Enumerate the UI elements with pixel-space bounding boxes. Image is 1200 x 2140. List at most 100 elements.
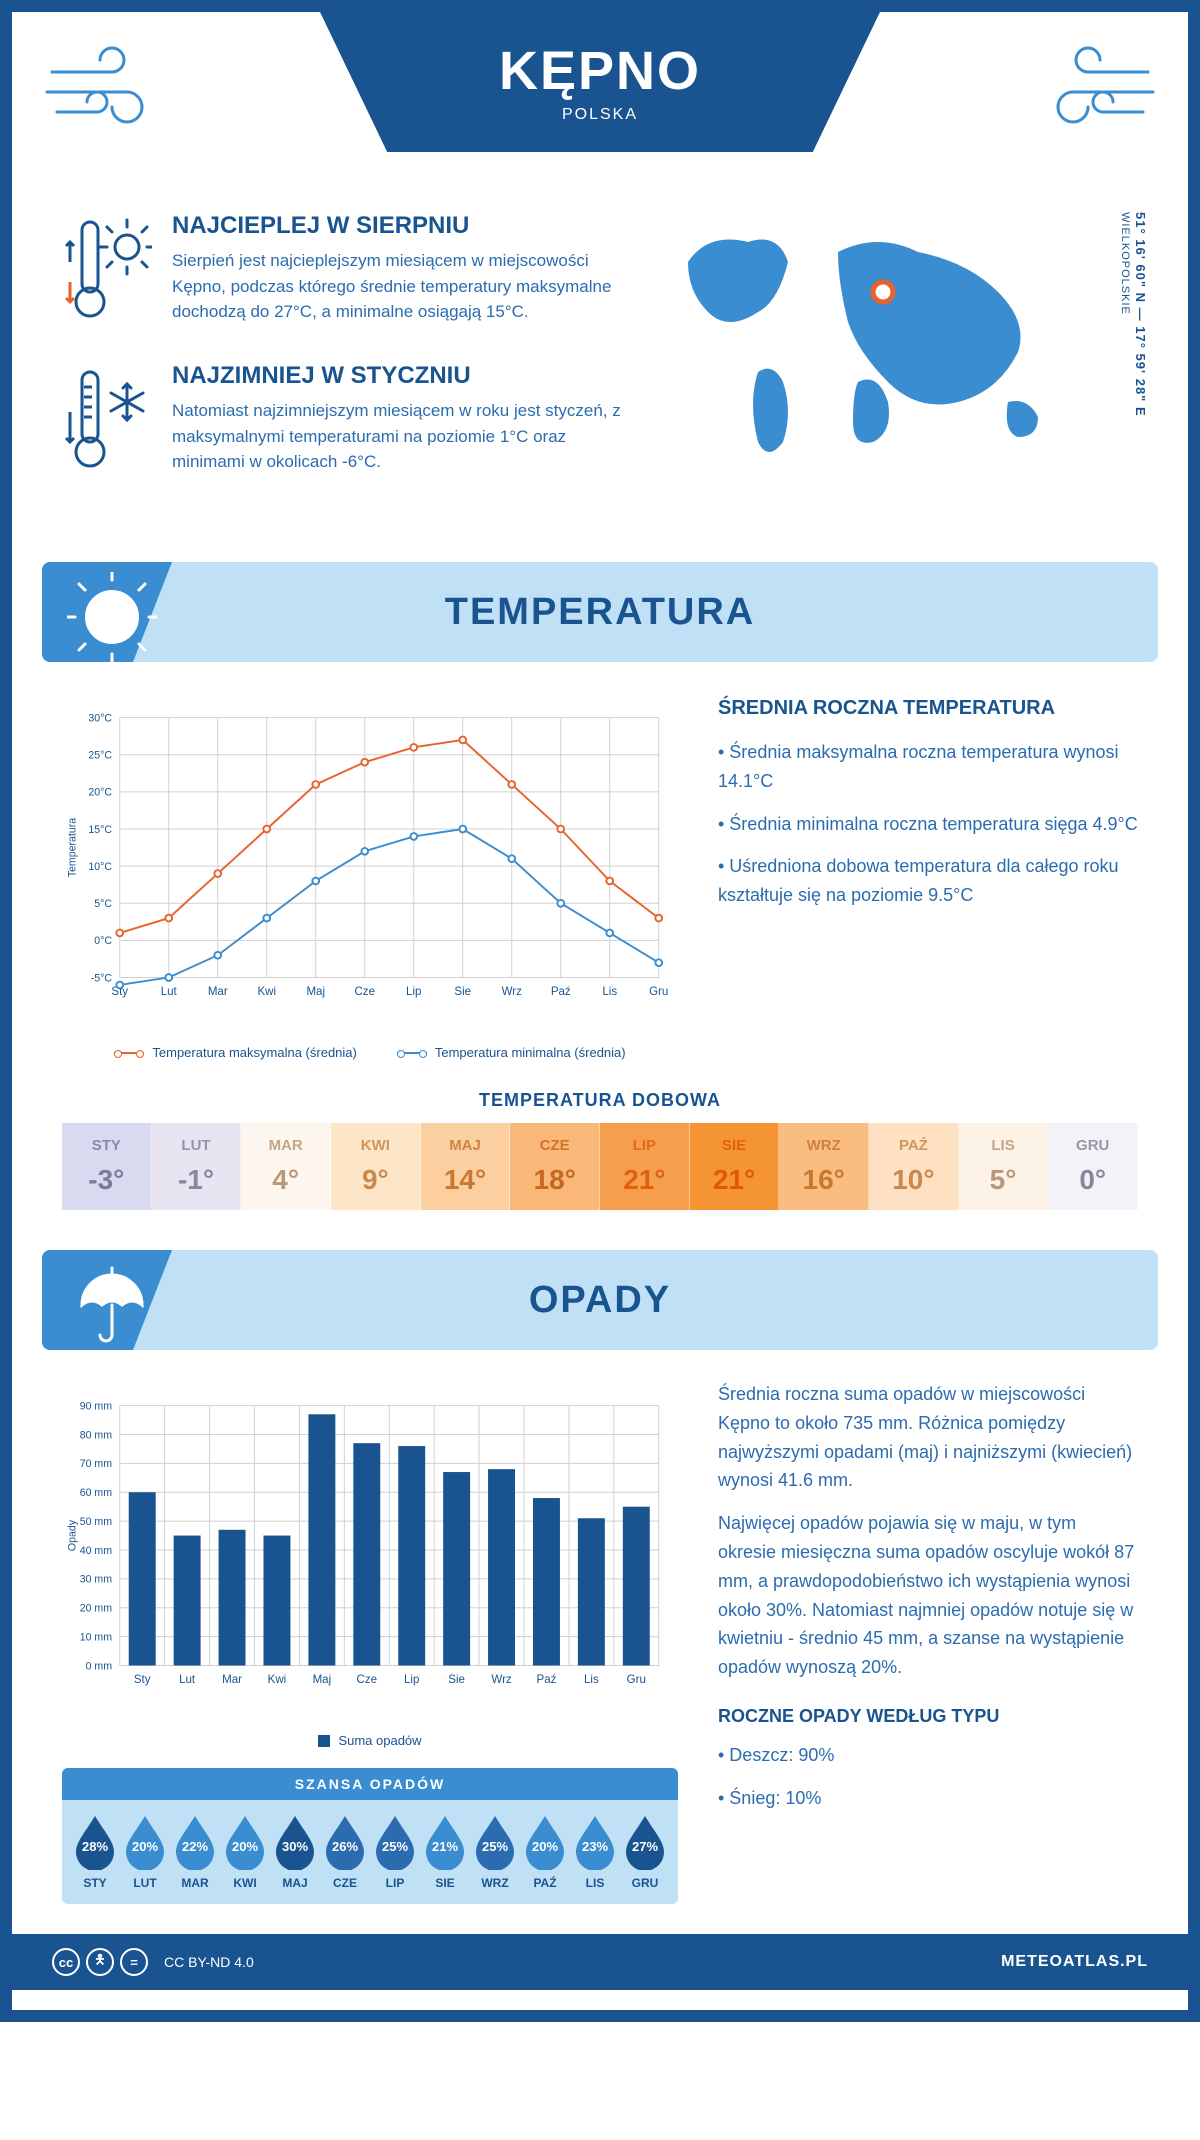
svg-text:10 mm: 10 mm: [80, 1631, 113, 1643]
drop-icon: 27%: [622, 1814, 668, 1870]
cc-icon: cc: [52, 1948, 80, 1976]
drop-pct: 25%: [382, 1839, 408, 1854]
footer: cc 🯅 = CC BY-ND 4.0 METEOATLAS.PL: [12, 1934, 1188, 1990]
drop-pct: 20%: [232, 1839, 258, 1854]
svg-text:Wrz: Wrz: [491, 1674, 512, 1686]
daily-temp: 21°: [690, 1164, 779, 1196]
drop-icon: 23%: [572, 1814, 618, 1870]
temp-bullet: • Średnia maksymalna roczna temperatura …: [718, 738, 1138, 796]
temp-chart: -5°C0°C5°C10°C15°C20°C25°C30°CStyLutMarK…: [62, 692, 678, 1060]
daily-cell: LIP 21°: [600, 1123, 690, 1210]
svg-text:20°C: 20°C: [88, 787, 112, 799]
drop-month: GRU: [620, 1876, 670, 1890]
svg-text:Paź: Paź: [537, 1674, 557, 1686]
drop-pct: 30%: [282, 1839, 308, 1854]
wind-icon: [42, 42, 182, 132]
drop-month: PAŹ: [520, 1876, 570, 1890]
temp-legend: Temperatura maksymalna (średnia)Temperat…: [62, 1045, 678, 1060]
daily-month: MAR: [241, 1137, 330, 1154]
daily-month: GRU: [1048, 1137, 1137, 1154]
legend-item: Temperatura maksymalna (średnia): [114, 1045, 356, 1060]
drop-icon: 28%: [72, 1814, 118, 1870]
svg-text:Maj: Maj: [313, 1674, 332, 1686]
precip-legend-label: Suma opadów: [338, 1733, 421, 1748]
daily-temp: -1°: [152, 1164, 241, 1196]
svg-text:Mar: Mar: [222, 1674, 242, 1686]
chance-box: SZANSA OPADÓW 28% STY 20% LUT 22% MAR 20…: [62, 1768, 678, 1904]
svg-text:Sty: Sty: [134, 1674, 151, 1686]
drop-cell: 22% MAR: [170, 1814, 220, 1890]
cold-fact: NAJZIMNIEJ W STYCZNIU Natomiast najzimni…: [62, 362, 628, 482]
drop-icon: 30%: [272, 1814, 318, 1870]
temp-side-text: ŚREDNIA ROCZNA TEMPERATURA • Średnia mak…: [718, 692, 1138, 1060]
drop-pct: 25%: [482, 1839, 508, 1854]
svg-text:Kwi: Kwi: [257, 986, 276, 998]
legend-swatch: [318, 1735, 330, 1747]
svg-text:Lip: Lip: [406, 986, 421, 998]
drop-cell: 30% MAJ: [270, 1814, 320, 1890]
daily-month: MAJ: [421, 1137, 510, 1154]
drop-cell: 26% CZE: [320, 1814, 370, 1890]
daily-cell: KWI9°: [331, 1123, 421, 1210]
daily-temp: 10°: [869, 1164, 958, 1196]
drop-pct: 20%: [132, 1839, 158, 1854]
hot-fact: NAJCIEPLEJ W SIERPNIU Sierpień jest najc…: [62, 212, 628, 332]
temp-section-header: TEMPERATURA: [42, 562, 1158, 662]
svg-text:Lis: Lis: [584, 1674, 599, 1686]
drop-cell: 21% SIE: [420, 1814, 470, 1890]
drop-cell: 23% LIS: [570, 1814, 620, 1890]
daily-month: WRZ: [779, 1137, 868, 1154]
temp-chart-row: -5°C0°C5°C10°C15°C20°C25°C30°CStyLutMarK…: [12, 692, 1188, 1060]
city-name: KĘPNO: [499, 40, 701, 102]
type-item: • Śnieg: 10%: [718, 1784, 1138, 1813]
drop-pct: 23%: [582, 1839, 608, 1854]
drop-month: WRZ: [470, 1876, 520, 1890]
svg-text:Temperatura: Temperatura: [66, 818, 78, 877]
temp-section-title: TEMPERATURA: [445, 591, 756, 634]
daily-month: STY: [62, 1137, 151, 1154]
daily-cell: MAJ 14°: [421, 1123, 511, 1210]
temp-bullet: • Średnia minimalna roczna temperatura s…: [718, 810, 1138, 839]
drop-month: SIE: [420, 1876, 470, 1890]
daily-cell: STY -3°: [62, 1123, 152, 1210]
svg-text:Maj: Maj: [306, 986, 325, 998]
svg-text:25°C: 25°C: [88, 750, 112, 762]
svg-text:Mar: Mar: [208, 986, 228, 998]
thermometer-hot-icon: [62, 212, 152, 332]
nd-icon: =: [120, 1948, 148, 1976]
drop-month: CZE: [320, 1876, 370, 1890]
daily-temp: -3°: [62, 1164, 151, 1196]
drop-cell: 20% LUT: [120, 1814, 170, 1890]
chance-drops-row: 28% STY 20% LUT 22% MAR 20% KWI 30% MAJ: [62, 1800, 678, 1904]
drop-pct: 22%: [182, 1839, 208, 1854]
drop-month: KWI: [220, 1876, 270, 1890]
daily-cell: LUT-1°: [152, 1123, 242, 1210]
daily-month: LIP: [600, 1137, 689, 1154]
daily-month: LIS: [959, 1137, 1048, 1154]
drop-month: STY: [70, 1876, 120, 1890]
svg-text:Lut: Lut: [179, 1674, 196, 1686]
svg-text:15°C: 15°C: [88, 824, 112, 836]
svg-text:30 mm: 30 mm: [80, 1574, 113, 1586]
daily-cell: GRU0°: [1048, 1123, 1138, 1210]
daily-temp: 16°: [779, 1164, 868, 1196]
sun-icon: [67, 572, 157, 662]
drop-cell: 20% KWI: [220, 1814, 270, 1890]
svg-text:0 mm: 0 mm: [86, 1660, 113, 1672]
svg-text:Gru: Gru: [649, 986, 668, 998]
precip-section-title: OPADY: [529, 1279, 671, 1322]
daily-temp-table: STY-3°LUT-1°MAR4°KWI9°MAJ14°CZE18°LIP21°…: [62, 1123, 1138, 1210]
drop-cell: 25% WRZ: [470, 1814, 520, 1890]
license-text: CC BY-ND 4.0: [164, 1954, 254, 1970]
daily-cell: SIE21°: [690, 1123, 780, 1210]
daily-cell: PAŹ10°: [869, 1123, 959, 1210]
svg-text:Kwi: Kwi: [268, 1674, 287, 1686]
license-badges: cc 🯅 = CC BY-ND 4.0: [52, 1948, 254, 1976]
daily-temp: 14°: [421, 1164, 510, 1196]
coords-text: 51° 16' 60" N — 17° 59' 28" E: [1133, 212, 1148, 417]
daily-temp: 21°: [600, 1164, 689, 1196]
precip-chart-row: 0 mm10 mm20 mm30 mm40 mm50 mm60 mm70 mm8…: [12, 1380, 1188, 1904]
daily-temp-title: TEMPERATURA DOBOWA: [12, 1090, 1188, 1111]
facts-column: NAJCIEPLEJ W SIERPNIU Sierpień jest najc…: [62, 212, 628, 512]
title-banner: KĘPNO POLSKA: [320, 12, 880, 152]
